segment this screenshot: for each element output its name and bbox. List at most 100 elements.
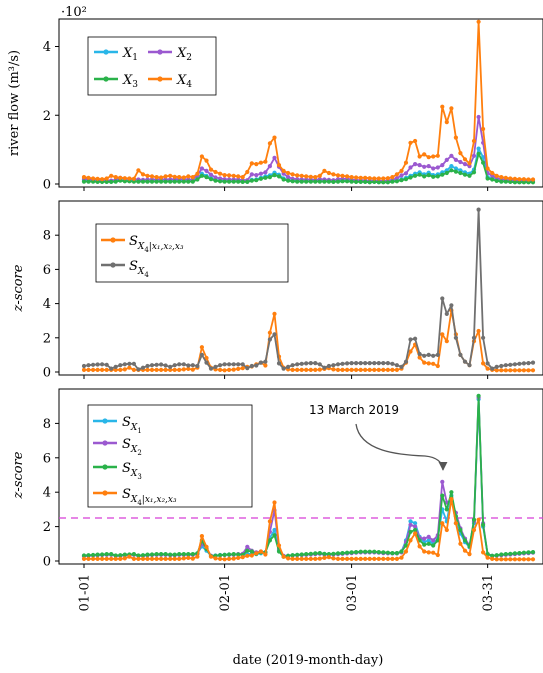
data-point: [322, 168, 327, 173]
legend-label-4-sub: 4: [137, 499, 142, 507]
legend-label-x-sub: X: [137, 267, 145, 277]
data-point: [281, 168, 286, 173]
data-point: [267, 538, 272, 543]
data-point: [503, 179, 508, 184]
data-point: [213, 175, 218, 180]
data-point: [345, 179, 350, 184]
data-point: [358, 549, 363, 554]
data-point: [254, 363, 259, 368]
data-point: [413, 336, 418, 341]
exponent-label: ·10²: [61, 5, 87, 20]
data-point: [508, 551, 513, 556]
data-point: [440, 163, 445, 168]
data-point: [363, 175, 368, 180]
data-point: [208, 167, 214, 172]
svg-text:SX1: SX1: [122, 415, 142, 435]
data-point: [290, 172, 295, 177]
data-point: [345, 367, 350, 372]
data-point: [276, 163, 282, 168]
data-point: [286, 364, 291, 369]
data-point: [276, 174, 282, 179]
data-point: [485, 166, 490, 171]
data-point: [503, 175, 508, 180]
data-point: [372, 361, 377, 366]
data-point: [231, 367, 236, 372]
data-point: [213, 169, 218, 175]
data-point: [467, 552, 472, 557]
data-point: [127, 365, 132, 370]
data-point: [204, 360, 209, 365]
data-point: [186, 179, 191, 184]
data-point: [335, 551, 341, 556]
data-point: [109, 552, 114, 557]
data-point: [331, 179, 336, 184]
legend-entry-s-x4-conditional: SX4|x₁,x₂,x₃: [101, 234, 184, 254]
legend-label-conditional: |x₁,x₂,x₃: [142, 495, 177, 505]
data-point: [530, 368, 536, 373]
data-point: [485, 176, 490, 181]
data-point: [159, 179, 164, 184]
data-point: [335, 179, 341, 184]
data-point: [272, 527, 277, 533]
data-point: [140, 553, 146, 558]
data-point: [512, 180, 518, 185]
data-point: [154, 556, 159, 562]
y-tick-label: 6: [43, 263, 51, 278]
data-point: [413, 138, 418, 144]
data-point: [408, 519, 413, 524]
data-point: [281, 366, 286, 371]
data-point: [499, 179, 504, 184]
data-point: [440, 172, 445, 177]
data-point: [231, 552, 236, 557]
data-point: [290, 179, 295, 184]
data-point: [154, 552, 159, 557]
data-point: [345, 174, 350, 179]
data-point: [95, 367, 100, 372]
data-point: [304, 179, 309, 184]
data-point: [168, 552, 173, 557]
data-point: [376, 176, 381, 181]
data-point: [199, 352, 204, 357]
legend-entry-s-x4-conditional: SX4|x₁,x₂,x₃: [93, 487, 177, 507]
y-tick-label: 0: [43, 178, 51, 193]
data-point: [462, 359, 468, 364]
data-point: [81, 363, 87, 369]
data-point: [308, 361, 313, 366]
data-point: [349, 367, 354, 372]
data-point: [476, 146, 481, 151]
data-point: [490, 553, 495, 558]
data-point: [485, 555, 490, 560]
data-point: [467, 363, 472, 368]
series-x4: [81, 19, 536, 182]
data-point: [499, 552, 504, 557]
data-point: [490, 556, 495, 562]
data-point: [417, 355, 422, 360]
legend-label-1-sub: 1: [137, 427, 141, 435]
svg-text:SX4: SX4: [129, 259, 149, 279]
data-point: [331, 367, 336, 372]
data-point: [326, 555, 331, 560]
data-point: [181, 552, 186, 557]
y-tick-label: 8: [43, 417, 51, 432]
data-point: [222, 179, 227, 184]
data-point: [435, 352, 440, 357]
data-point: [104, 556, 109, 562]
data-point: [322, 555, 327, 561]
data-point: [131, 176, 136, 181]
data-point: [177, 175, 182, 180]
data-point: [526, 550, 531, 555]
data-point: [471, 170, 477, 175]
data-point: [358, 361, 363, 366]
data-point: [272, 500, 277, 505]
data-point: [122, 552, 127, 557]
data-point: [113, 179, 118, 184]
data-point: [372, 556, 377, 562]
legend-label-s: S: [122, 437, 131, 452]
data-point: [295, 552, 300, 557]
data-point: [481, 335, 486, 340]
data-point: [444, 527, 449, 533]
data-point: [453, 169, 458, 174]
data-point: [399, 173, 404, 178]
data-point: [526, 368, 531, 373]
series-s-x4-x1-x2-x3: [81, 497, 536, 562]
